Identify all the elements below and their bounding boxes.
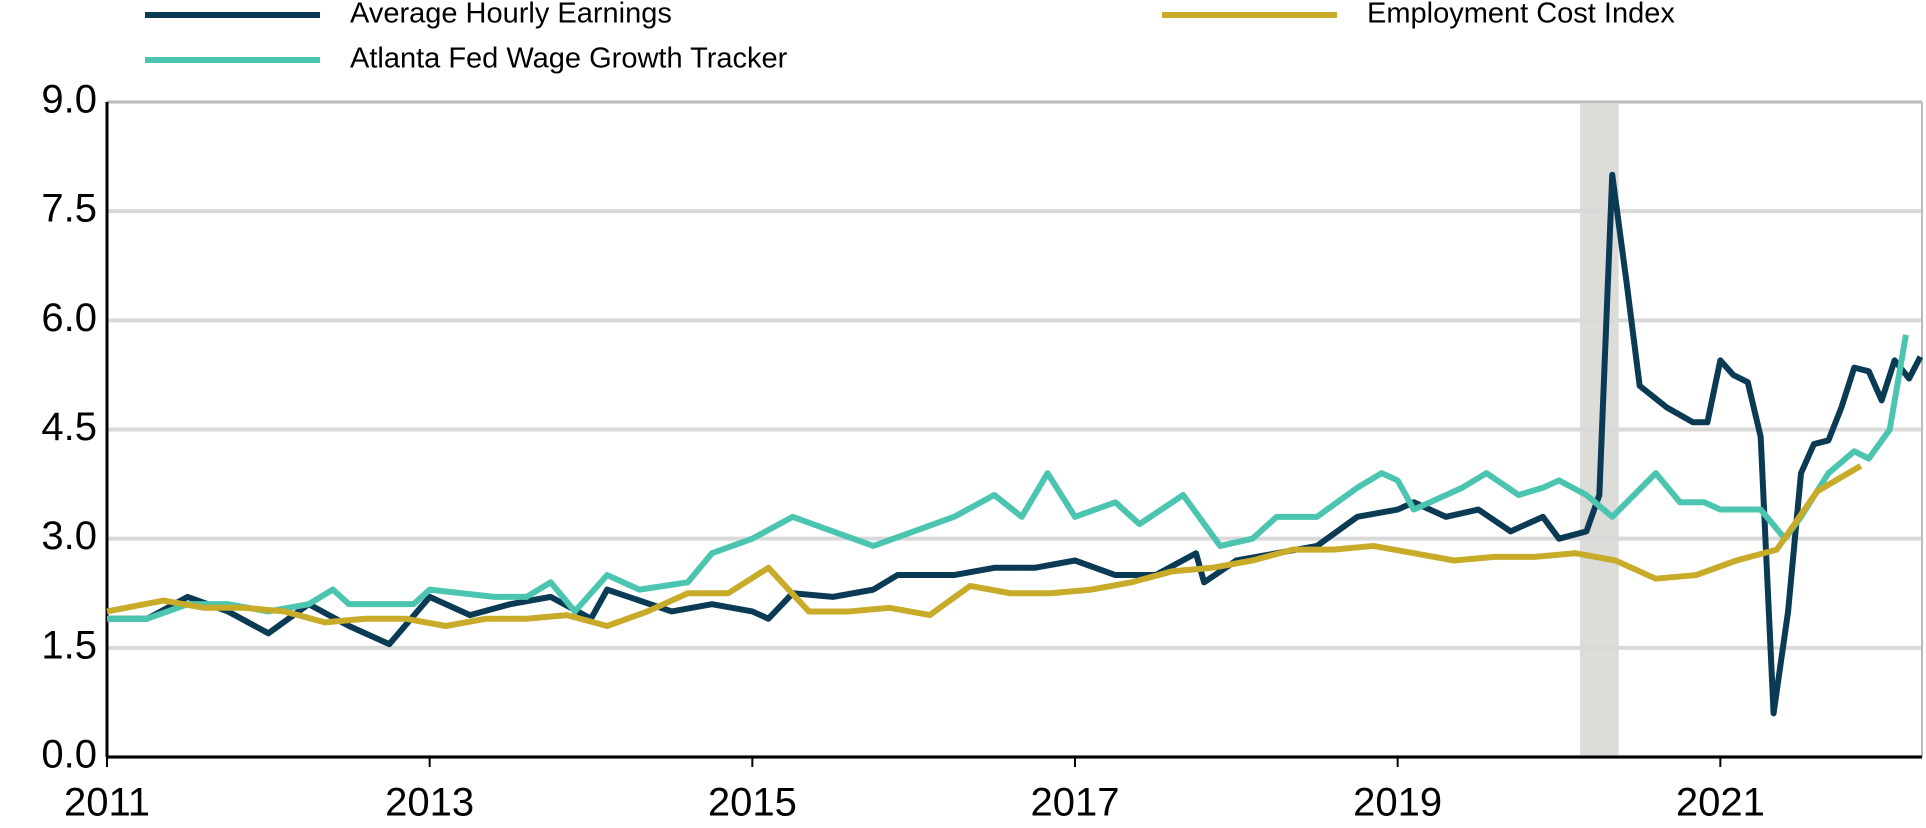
y-tick-label: 9.0 bbox=[41, 78, 97, 122]
y-tick-label: 4.5 bbox=[41, 405, 97, 449]
x-tick-label: 2019 bbox=[1353, 781, 1442, 825]
x-tick-label: 2013 bbox=[385, 781, 474, 825]
y-tick-label: 1.5 bbox=[41, 623, 97, 667]
legend-label: Employment Cost Index bbox=[1367, 0, 1675, 30]
x-tick-label: 2011 bbox=[64, 781, 150, 825]
y-tick-label: 0.0 bbox=[41, 733, 97, 777]
y-tick-label: 6.0 bbox=[41, 296, 97, 340]
series-line bbox=[106, 463, 1863, 629]
y-tick-label: 7.5 bbox=[41, 187, 97, 231]
x-tick-label: 2015 bbox=[708, 781, 797, 825]
x-tick-label: 2017 bbox=[1031, 781, 1120, 825]
legend-label: Average Hourly Earnings bbox=[350, 0, 672, 30]
series-line bbox=[107, 334, 1909, 622]
y-tick-label: 3.0 bbox=[41, 514, 97, 558]
series-line bbox=[107, 171, 1924, 717]
legend-label: Atlanta Fed Wage Growth Tracker bbox=[350, 43, 788, 75]
x-tick-label: 2021 bbox=[1676, 781, 1765, 825]
